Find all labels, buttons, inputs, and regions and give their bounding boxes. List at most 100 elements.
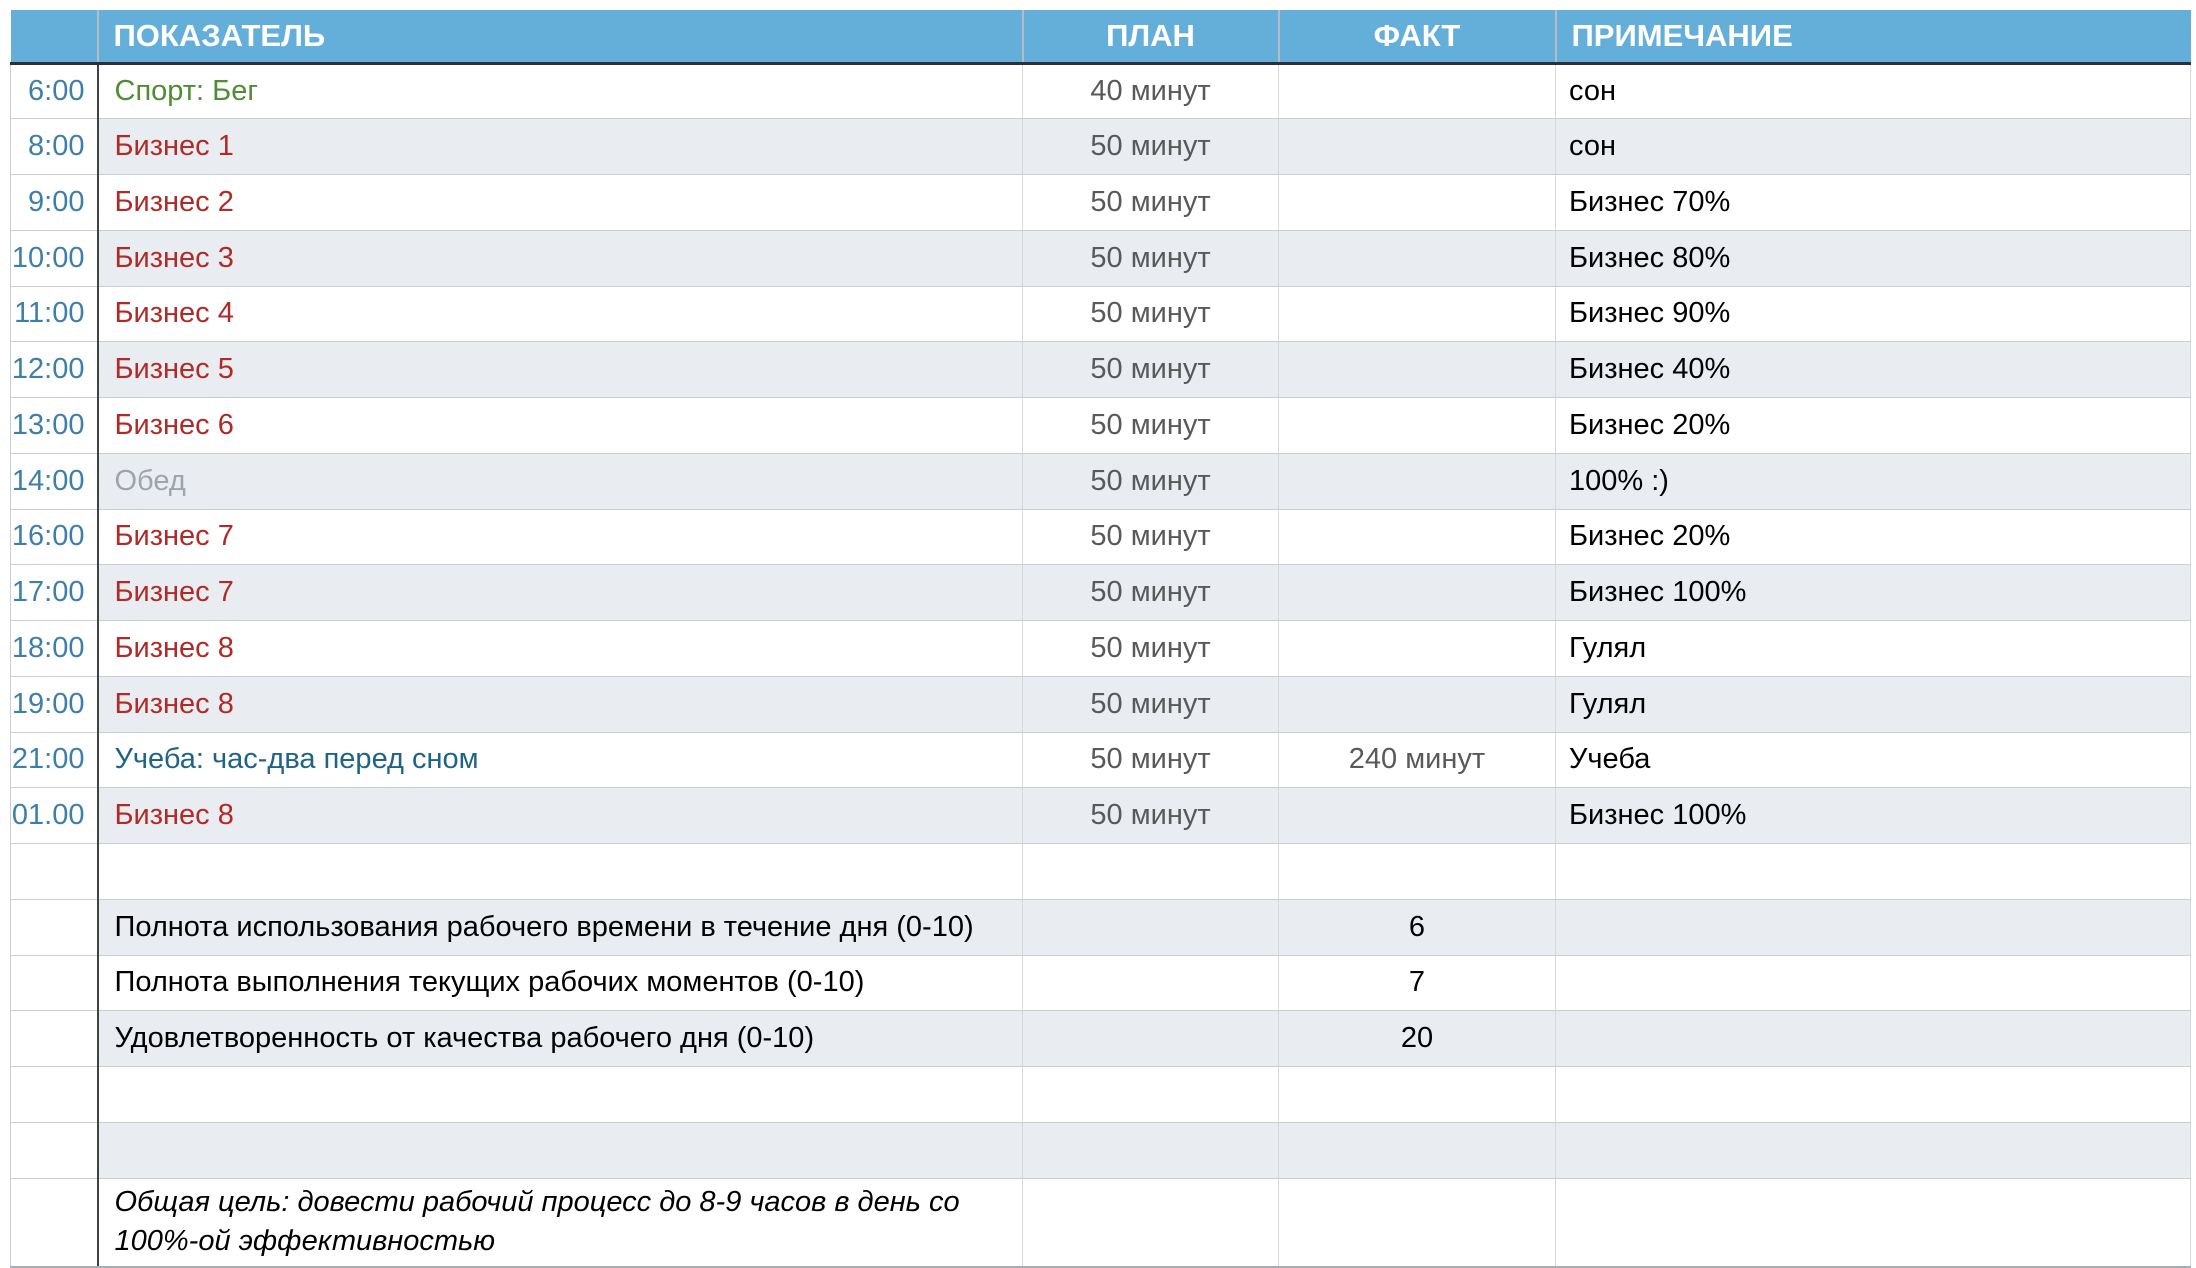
plan-cell[interactable]: 50 минут (1022, 174, 1279, 231)
time-cell[interactable] (10, 1066, 99, 1123)
plan-cell[interactable] (1022, 843, 1279, 900)
plan-cell[interactable] (1022, 1066, 1279, 1123)
time-cell[interactable]: 16:00 (10, 509, 99, 566)
time-cell[interactable] (10, 1010, 99, 1067)
indicator-cell[interactable] (97, 1122, 1023, 1179)
note-cell[interactable]: Бизнес 40% (1555, 341, 2191, 398)
time-cell[interactable]: 21:00 (10, 732, 99, 789)
time-cell[interactable] (10, 899, 99, 956)
plan-cell[interactable]: 50 минут (1022, 397, 1279, 454)
plan-cell[interactable]: 50 минут (1022, 453, 1279, 510)
indicator-cell[interactable]: Бизнес 8 (97, 787, 1023, 844)
header-cell-plan[interactable]: ПЛАН (1021, 10, 1279, 65)
indicator-cell[interactable]: Бизнес 1 (97, 118, 1023, 175)
header-cell-indicator[interactable]: ПОКАЗАТЕЛЬ (96, 10, 1023, 65)
time-cell[interactable]: 12:00 (10, 341, 99, 398)
fact-cell[interactable] (1278, 676, 1556, 733)
plan-cell[interactable]: 40 минут (1022, 63, 1279, 120)
note-cell[interactable]: сон (1555, 63, 2191, 120)
time-cell[interactable]: 01.00 (10, 787, 99, 844)
indicator-cell[interactable]: Бизнес 7 (97, 564, 1023, 621)
plan-cell[interactable]: 50 минут (1022, 620, 1279, 677)
fact-cell[interactable] (1278, 1122, 1556, 1179)
note-cell[interactable] (1555, 1122, 2191, 1179)
time-cell[interactable] (10, 843, 99, 900)
plan-cell[interactable]: 50 минут (1022, 230, 1279, 287)
time-cell[interactable]: 6:00 (10, 63, 99, 120)
fact-cell[interactable] (1278, 286, 1556, 343)
indicator-cell[interactable]: Удовлетворенность от качества рабочего д… (97, 1010, 1023, 1067)
note-cell[interactable] (1555, 1010, 2191, 1067)
note-cell[interactable]: Гулял (1555, 620, 2191, 677)
fact-cell[interactable] (1278, 620, 1556, 677)
indicator-cell[interactable] (97, 1066, 1023, 1123)
indicator-cell[interactable]: Обед (97, 453, 1023, 510)
plan-cell[interactable]: 50 минут (1022, 509, 1279, 566)
fact-cell[interactable] (1278, 230, 1556, 287)
note-cell[interactable] (1555, 843, 2191, 900)
time-cell[interactable]: 10:00 (10, 230, 99, 287)
plan-cell[interactable] (1022, 1178, 1279, 1268)
indicator-cell[interactable] (97, 843, 1023, 900)
fact-cell[interactable]: 20 (1278, 1010, 1556, 1067)
fact-cell[interactable]: 6 (1278, 899, 1556, 956)
plan-cell[interactable]: 50 минут (1022, 564, 1279, 621)
indicator-cell[interactable]: Учеба: час-два перед сном (97, 732, 1023, 789)
fact-cell[interactable] (1278, 397, 1556, 454)
fact-cell[interactable] (1278, 564, 1556, 621)
note-cell[interactable]: Бизнес 100% (1555, 564, 2191, 621)
fact-cell[interactable] (1278, 341, 1556, 398)
plan-cell[interactable] (1022, 1010, 1279, 1067)
plan-cell[interactable]: 50 минут (1022, 286, 1279, 343)
plan-cell[interactable]: 50 минут (1022, 341, 1279, 398)
fact-cell[interactable] (1278, 787, 1556, 844)
indicator-cell[interactable]: Бизнес 4 (97, 286, 1023, 343)
indicator-cell[interactable]: Бизнес 7 (97, 509, 1023, 566)
fact-cell[interactable] (1278, 63, 1556, 120)
time-cell[interactable]: 14:00 (10, 453, 99, 510)
fact-cell[interactable] (1278, 1066, 1556, 1123)
note-cell[interactable] (1555, 1178, 2191, 1268)
note-cell[interactable]: Гулял (1555, 676, 2191, 733)
time-cell[interactable]: 19:00 (10, 676, 99, 733)
time-cell[interactable]: 18:00 (10, 620, 99, 677)
indicator-cell[interactable]: Бизнес 8 (97, 676, 1023, 733)
indicator-cell[interactable]: Бизнес 2 (97, 174, 1023, 231)
time-cell[interactable] (10, 1178, 99, 1268)
note-cell[interactable] (1555, 899, 2191, 956)
fact-cell[interactable]: 7 (1278, 955, 1556, 1012)
note-cell[interactable] (1555, 1066, 2191, 1123)
time-cell[interactable] (10, 955, 99, 1012)
indicator-cell[interactable]: Общая цель: довести рабочий процесс до 8… (97, 1178, 1023, 1268)
fact-cell[interactable] (1278, 118, 1556, 175)
header-cell-fact[interactable]: ФАКТ (1277, 10, 1556, 65)
note-cell[interactable]: Бизнес 70% (1555, 174, 2191, 231)
note-cell[interactable]: Бизнес 80% (1555, 230, 2191, 287)
note-cell[interactable]: Бизнес 20% (1555, 509, 2191, 566)
time-cell[interactable]: 11:00 (10, 286, 99, 343)
header-cell-note[interactable]: ПРИМЕЧАНИЕ (1554, 10, 2191, 65)
plan-cell[interactable]: 50 минут (1022, 732, 1279, 789)
indicator-cell[interactable]: Бизнес 6 (97, 397, 1023, 454)
header-cell-time[interactable] (10, 10, 98, 65)
time-cell[interactable] (10, 1122, 99, 1179)
indicator-cell[interactable]: Полнота выполнения текущих рабочих момен… (97, 955, 1023, 1012)
indicator-cell[interactable]: Полнота использования рабочего времени в… (97, 899, 1023, 956)
note-cell[interactable]: сон (1555, 118, 2191, 175)
indicator-cell[interactable]: Бизнес 5 (97, 341, 1023, 398)
fact-cell[interactable] (1278, 843, 1556, 900)
note-cell[interactable]: Учеба (1555, 732, 2191, 789)
note-cell[interactable] (1555, 955, 2191, 1012)
indicator-cell[interactable]: Спорт: Бег (97, 63, 1023, 120)
plan-cell[interactable]: 50 минут (1022, 676, 1279, 733)
time-cell[interactable]: 13:00 (10, 397, 99, 454)
note-cell[interactable]: Бизнес 100% (1555, 787, 2191, 844)
time-cell[interactable]: 8:00 (10, 118, 99, 175)
fact-cell[interactable] (1278, 174, 1556, 231)
plan-cell[interactable] (1022, 1122, 1279, 1179)
fact-cell[interactable] (1278, 509, 1556, 566)
time-cell[interactable]: 17:00 (10, 564, 99, 621)
time-cell[interactable]: 9:00 (10, 174, 99, 231)
plan-cell[interactable] (1022, 955, 1279, 1012)
note-cell[interactable]: 100% :) (1555, 453, 2191, 510)
